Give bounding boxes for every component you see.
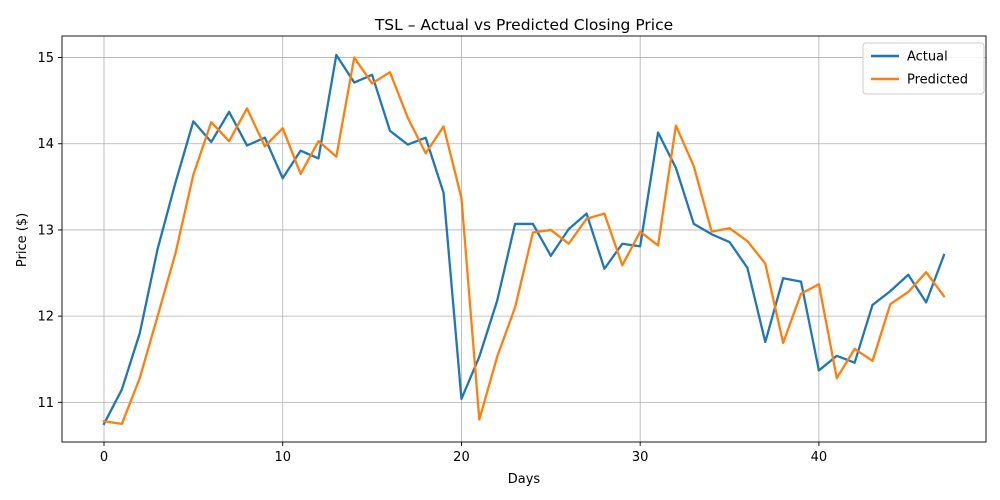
- plot-frame: [61, 35, 987, 443]
- series-line-actual: [102, 53, 946, 426]
- x-tick-label: 40: [811, 450, 828, 465]
- legend-label-predicted: Predicted: [907, 73, 968, 88]
- gridlines: [62, 36, 986, 442]
- legend: Actual Predicted: [862, 42, 985, 95]
- axis-ticks: 0 10 20 30 40 11 12 13 14 15: [37, 51, 827, 465]
- chart-title: TSL – Actual vs Predicted Closing Price: [374, 16, 673, 34]
- legend-label-actual: Actual: [907, 50, 948, 65]
- x-tick-label: 20: [453, 450, 470, 465]
- y-tick-label: 14: [37, 137, 54, 152]
- y-tick-label: 15: [37, 51, 54, 66]
- x-tick-label: 10: [274, 450, 291, 465]
- y-axis-label: Price ($): [15, 213, 30, 267]
- y-tick-label: 12: [37, 310, 54, 325]
- x-tick-label: 30: [632, 450, 649, 465]
- y-tick-label: 11: [37, 396, 54, 411]
- x-tick-label: 0: [100, 450, 108, 465]
- series-lines: [102, 53, 946, 426]
- series-line-predicted: [102, 56, 946, 426]
- x-axis-label: Days: [508, 472, 541, 487]
- y-tick-label: 13: [37, 223, 54, 238]
